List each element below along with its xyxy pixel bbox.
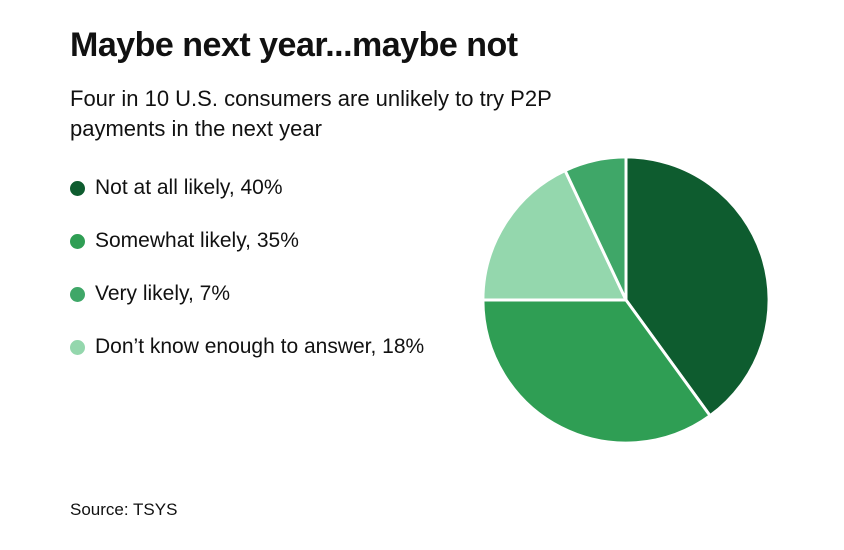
legend-label: Somewhat likely, 35% xyxy=(95,229,299,252)
legend-item: Don’t know enough to answer, 18% xyxy=(70,335,424,359)
page-title: Maybe next year...maybe not xyxy=(70,26,518,64)
legend-item: Very likely, 7% xyxy=(70,282,424,306)
chart-subtitle: Four in 10 U.S. consumers are unlikely t… xyxy=(70,84,552,143)
pie-slice xyxy=(481,169,628,302)
legend-label: Don’t know enough to answer, 18% xyxy=(95,335,425,358)
pie-slice xyxy=(624,155,771,418)
legend-dot xyxy=(70,339,85,355)
legend-dot xyxy=(70,180,85,196)
legend-dot xyxy=(70,233,85,249)
chart-subtitle-line2: payments in the next year xyxy=(70,115,322,141)
source-label: Source: TSYS xyxy=(70,500,178,519)
pie-chart xyxy=(481,155,771,445)
chart-subtitle-line1: Four in 10 U.S. consumers are unlikely t… xyxy=(70,86,552,111)
pie-slice xyxy=(481,298,712,445)
pie-slice xyxy=(563,155,628,302)
legend-item: Not at all likely, 40% xyxy=(70,176,424,200)
legend-label: Very likely, 7% xyxy=(95,282,230,305)
legend: Not at all likely, 40% Somewhat likely, … xyxy=(70,176,424,359)
legend-label: Not at all likely, 40% xyxy=(95,176,283,199)
legend-item: Somewhat likely, 35% xyxy=(70,229,424,253)
legend-dot xyxy=(70,286,85,302)
